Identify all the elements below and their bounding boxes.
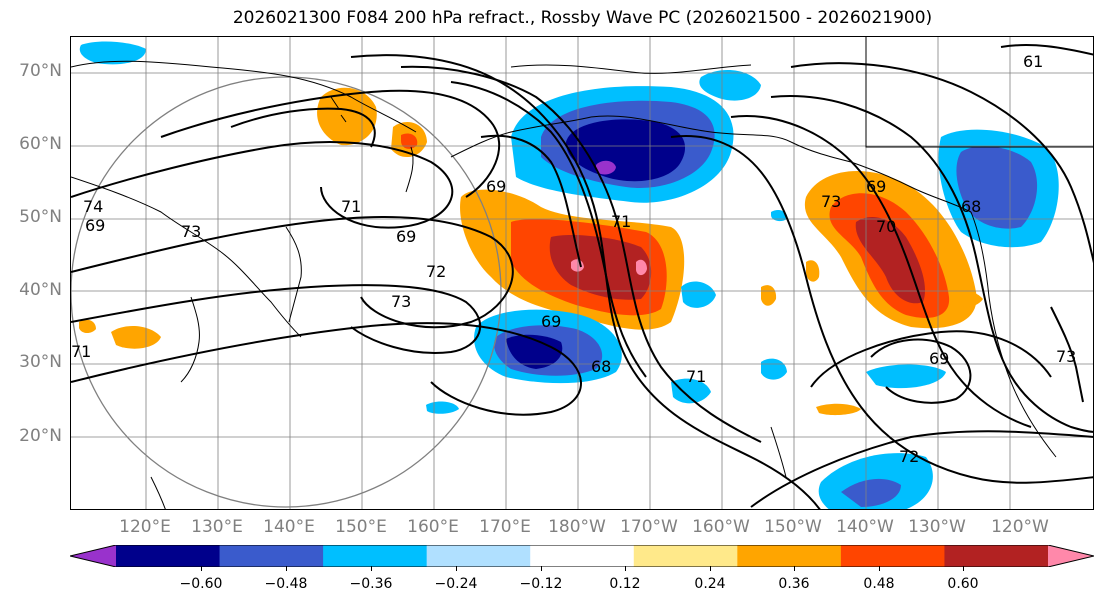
contour-label: 73 — [1056, 347, 1076, 366]
colorbar-tick — [710, 566, 711, 571]
lon-label: 160°E — [407, 517, 459, 537]
lon-label: 130°E — [191, 517, 243, 537]
lon-label: 120°W — [991, 517, 1049, 537]
colorbar-segment — [219, 545, 324, 567]
contour-label: 74 — [83, 197, 103, 216]
lon-label: 180°W — [548, 517, 606, 537]
colorbar — [69, 544, 1095, 568]
colorbar-tick — [794, 566, 795, 571]
colorbar-tick — [625, 566, 626, 571]
contour-label: 73 — [181, 222, 201, 241]
contour-label: 72 — [426, 262, 446, 281]
lon-label: 140°E — [263, 517, 315, 537]
colorbar-segment — [426, 545, 531, 567]
colorbar-segment — [840, 545, 945, 567]
contour-label: 69 — [541, 312, 561, 331]
lon-label: 170°W — [620, 517, 678, 537]
colorbar-tick-label: 0.12 — [609, 576, 641, 592]
colorbar-segment — [116, 545, 221, 567]
contour-label: 71 — [71, 342, 91, 361]
lon-label: 140°W — [836, 517, 894, 537]
colorbar-extend-min — [70, 545, 116, 567]
colorbar-tick — [879, 566, 880, 571]
colorbar-segment — [530, 545, 635, 567]
contour-label: 69 — [396, 227, 416, 246]
contour-label: 69 — [486, 177, 506, 196]
colorbar-tick-label: 0.60 — [947, 576, 979, 592]
contour-label: 69 — [85, 216, 105, 235]
colorbar-segment — [633, 545, 738, 567]
colorbar-tick-label: 0.24 — [694, 576, 726, 592]
colorbar-tick-label: −0.60 — [179, 576, 223, 592]
colorbar-segment — [944, 545, 1049, 567]
lat-label: 30°N — [19, 352, 62, 372]
contour-lines — [71, 44, 1093, 509]
colorbar-extend-max — [1048, 545, 1094, 567]
coastlines — [71, 37, 1093, 509]
lat-label: 50°N — [19, 207, 62, 227]
lon-label: 160°W — [692, 517, 750, 537]
lat-label: 70°N — [19, 61, 62, 81]
contour-label: 71 — [341, 197, 361, 216]
colorbar-tick-label: −0.36 — [349, 576, 393, 592]
contour-label: 61 — [1023, 52, 1043, 71]
colorbar-tick — [286, 566, 287, 571]
lat-label: 40°N — [19, 280, 62, 300]
colorbar-tick — [963, 566, 964, 571]
colorbar-tick-label: −0.48 — [264, 576, 308, 592]
map-panel: 61 74 69 71 73 69 72 73 71 69 71 69 68 7… — [70, 36, 1094, 510]
colorbar-tick-label: −0.24 — [434, 576, 478, 592]
map-canvas: 61 74 69 71 73 69 72 73 71 69 71 69 68 7… — [71, 37, 1093, 509]
colorbar-segment — [323, 545, 428, 567]
colorbar-tick-label: −0.12 — [519, 576, 563, 592]
contour-label: 73 — [391, 292, 411, 311]
contour-label: 70 — [876, 217, 896, 236]
lon-label: 150°E — [335, 517, 387, 537]
contour-label: 71 — [686, 367, 706, 386]
lon-label: 150°W — [764, 517, 822, 537]
contour-label-group: 61 74 69 71 73 69 72 73 71 69 71 69 68 7… — [71, 52, 1076, 466]
colorbar-tick — [371, 566, 372, 571]
colorbar-tick — [201, 566, 202, 571]
colorbar-tick — [456, 566, 457, 571]
contour-label: 68 — [591, 357, 611, 376]
lat-label: 60°N — [19, 134, 62, 154]
map-title: 2026021300 F084 200 hPa refract., Rossby… — [232, 8, 933, 28]
contour-label: 69 — [866, 177, 886, 196]
colorbar-tick — [541, 566, 542, 571]
contour-label: 72 — [899, 447, 919, 466]
lon-label: 120°E — [119, 517, 171, 537]
contour-label: 68 — [961, 197, 981, 216]
colorbar-tick-label: 0.48 — [863, 576, 895, 592]
lon-label: 170°E — [479, 517, 531, 537]
colorbar-segment — [737, 545, 842, 567]
lon-label: 130°W — [908, 517, 966, 537]
lat-label: 20°N — [19, 426, 62, 446]
colorbar-svg — [69, 544, 1095, 568]
contour-label: 73 — [821, 192, 841, 211]
colorbar-tick-label: 0.36 — [778, 576, 810, 592]
contour-label: 71 — [611, 212, 631, 231]
anomaly-shading — [79, 41, 1059, 509]
contour-label: 69 — [929, 349, 949, 368]
reference-circle — [71, 76, 502, 508]
